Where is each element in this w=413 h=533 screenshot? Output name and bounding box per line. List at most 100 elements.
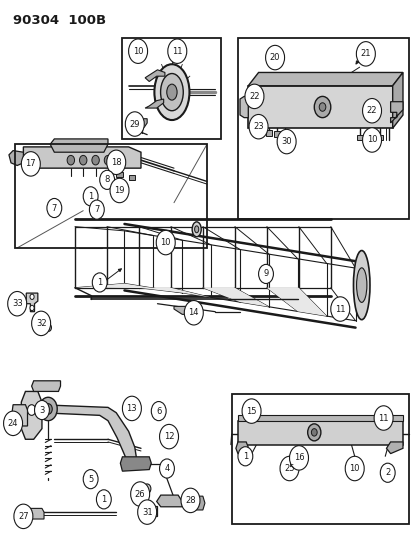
Text: 23: 23 bbox=[253, 122, 263, 131]
Text: 1: 1 bbox=[97, 278, 102, 287]
Circle shape bbox=[167, 39, 186, 63]
Circle shape bbox=[125, 112, 144, 136]
Polygon shape bbox=[248, 72, 402, 86]
Text: 22: 22 bbox=[366, 106, 376, 115]
Circle shape bbox=[279, 456, 298, 481]
Text: 10: 10 bbox=[160, 238, 171, 247]
Text: 28: 28 bbox=[185, 496, 195, 505]
Text: 6: 6 bbox=[156, 407, 161, 416]
Text: 11: 11 bbox=[172, 47, 182, 55]
Circle shape bbox=[34, 400, 49, 419]
Circle shape bbox=[258, 264, 273, 284]
Text: 33: 33 bbox=[12, 299, 23, 308]
Text: 8: 8 bbox=[104, 175, 109, 184]
Text: 11: 11 bbox=[334, 304, 345, 313]
Circle shape bbox=[311, 429, 316, 436]
Circle shape bbox=[307, 424, 320, 441]
Text: 19: 19 bbox=[114, 186, 124, 195]
Circle shape bbox=[45, 324, 51, 332]
Polygon shape bbox=[377, 135, 382, 140]
Polygon shape bbox=[248, 86, 392, 128]
Text: 10: 10 bbox=[133, 47, 143, 55]
Polygon shape bbox=[257, 130, 263, 135]
Circle shape bbox=[159, 459, 174, 478]
Polygon shape bbox=[31, 381, 60, 391]
Circle shape bbox=[156, 230, 175, 255]
Text: 13: 13 bbox=[126, 404, 137, 413]
Text: 15: 15 bbox=[246, 407, 256, 416]
Circle shape bbox=[92, 156, 99, 165]
Polygon shape bbox=[235, 442, 248, 454]
Text: 90304  100B: 90304 100B bbox=[13, 14, 106, 27]
Polygon shape bbox=[392, 72, 402, 128]
Circle shape bbox=[100, 170, 114, 189]
Text: 24: 24 bbox=[8, 419, 18, 428]
Circle shape bbox=[237, 447, 252, 466]
Polygon shape bbox=[11, 405, 27, 426]
Text: 25: 25 bbox=[284, 464, 294, 473]
Circle shape bbox=[89, 200, 104, 219]
Ellipse shape bbox=[356, 268, 366, 302]
Polygon shape bbox=[120, 457, 151, 471]
Text: 3: 3 bbox=[39, 406, 45, 415]
Circle shape bbox=[104, 156, 112, 165]
Polygon shape bbox=[145, 99, 163, 108]
Circle shape bbox=[4, 411, 22, 435]
Polygon shape bbox=[156, 495, 182, 507]
Circle shape bbox=[159, 424, 178, 449]
Polygon shape bbox=[139, 288, 211, 297]
Text: 18: 18 bbox=[111, 158, 121, 167]
Text: 29: 29 bbox=[129, 119, 140, 128]
Circle shape bbox=[242, 399, 261, 423]
Polygon shape bbox=[173, 306, 198, 314]
Circle shape bbox=[344, 456, 363, 481]
Text: 10: 10 bbox=[366, 135, 376, 144]
Polygon shape bbox=[356, 135, 362, 140]
Circle shape bbox=[44, 403, 52, 414]
Text: 2: 2 bbox=[384, 469, 389, 477]
Polygon shape bbox=[386, 442, 402, 454]
Circle shape bbox=[14, 504, 33, 529]
Circle shape bbox=[373, 406, 392, 430]
Ellipse shape bbox=[166, 84, 177, 100]
Circle shape bbox=[318, 103, 325, 111]
Ellipse shape bbox=[160, 74, 183, 111]
Circle shape bbox=[79, 156, 87, 165]
Text: 30: 30 bbox=[281, 137, 291, 146]
Polygon shape bbox=[145, 70, 164, 82]
Polygon shape bbox=[202, 288, 268, 307]
Polygon shape bbox=[366, 135, 372, 140]
Polygon shape bbox=[26, 293, 38, 312]
Text: 7: 7 bbox=[52, 204, 57, 213]
Text: 26: 26 bbox=[135, 489, 145, 498]
Polygon shape bbox=[191, 496, 204, 510]
Polygon shape bbox=[75, 284, 153, 288]
Circle shape bbox=[276, 130, 295, 154]
Polygon shape bbox=[40, 405, 137, 464]
Polygon shape bbox=[390, 102, 402, 123]
Polygon shape bbox=[9, 151, 23, 165]
Ellipse shape bbox=[353, 251, 369, 320]
Text: 17: 17 bbox=[26, 159, 36, 168]
Circle shape bbox=[180, 488, 199, 513]
Circle shape bbox=[265, 45, 284, 70]
Circle shape bbox=[67, 156, 74, 165]
Circle shape bbox=[47, 198, 62, 217]
Polygon shape bbox=[116, 172, 123, 177]
Polygon shape bbox=[281, 133, 288, 138]
Polygon shape bbox=[240, 96, 248, 118]
Circle shape bbox=[356, 42, 375, 66]
Circle shape bbox=[244, 84, 263, 109]
Circle shape bbox=[313, 96, 330, 118]
Circle shape bbox=[83, 187, 98, 206]
Polygon shape bbox=[237, 421, 402, 445]
Polygon shape bbox=[273, 132, 280, 137]
Text: 12: 12 bbox=[164, 432, 174, 441]
Polygon shape bbox=[265, 131, 271, 136]
Polygon shape bbox=[23, 508, 44, 519]
Circle shape bbox=[21, 152, 40, 176]
Text: 16: 16 bbox=[293, 454, 304, 463]
Text: 27: 27 bbox=[18, 512, 28, 521]
Circle shape bbox=[30, 294, 34, 300]
Polygon shape bbox=[21, 391, 42, 439]
